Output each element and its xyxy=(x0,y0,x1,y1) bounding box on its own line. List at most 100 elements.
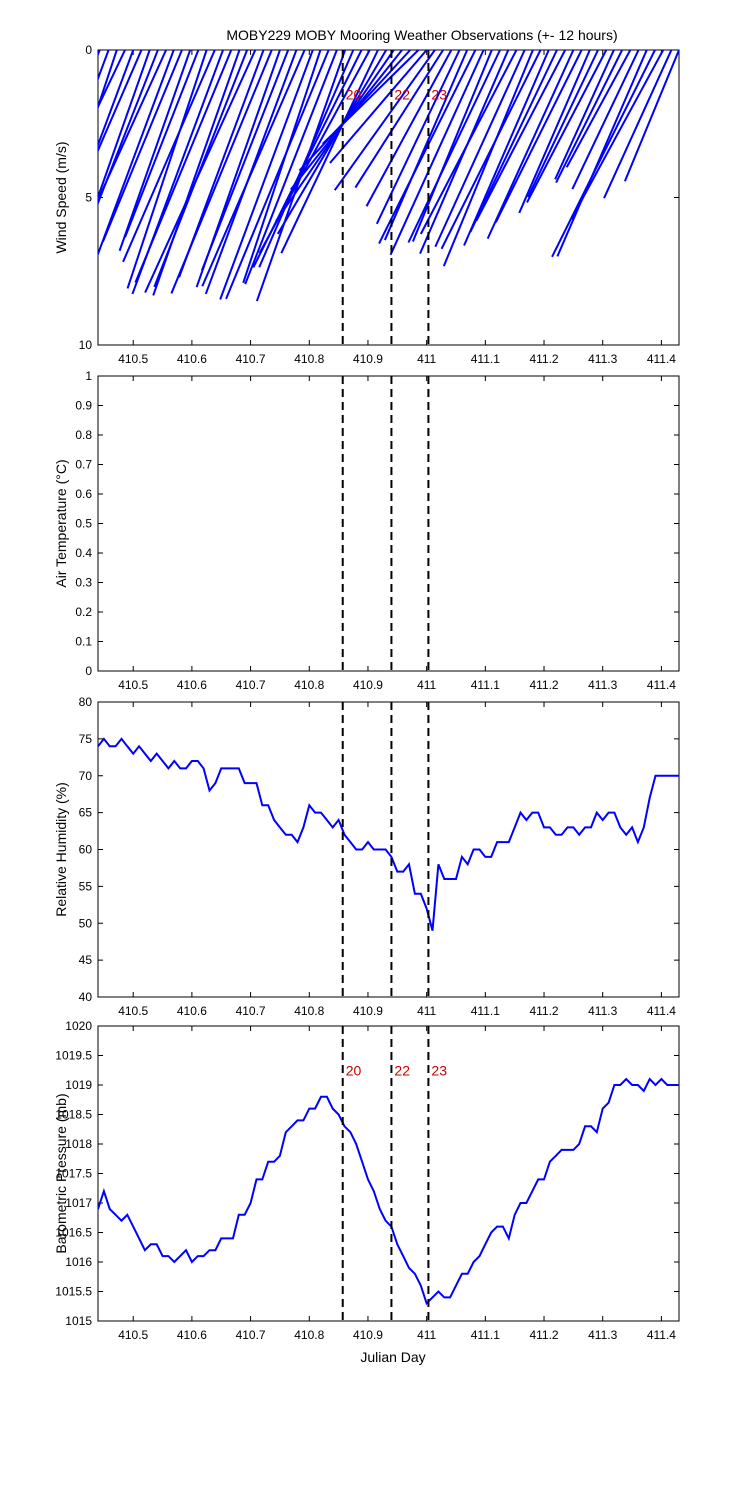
wind-vector xyxy=(225,50,330,300)
wind-vector xyxy=(463,50,550,246)
wind-speed-panel: 410.5 410.6 410.7 410.8 410.9 411 411.1 411.2 41… xyxy=(53,43,680,366)
wind-vector xyxy=(411,50,493,242)
wind-vector xyxy=(551,50,656,258)
wind-vector xyxy=(276,50,388,235)
y-tick-label: 70 xyxy=(79,769,93,783)
wind-vector xyxy=(556,50,648,257)
y-tick-label: 0.1 xyxy=(75,635,92,649)
wind-vector xyxy=(486,50,575,240)
wind-vector xyxy=(242,50,322,284)
y-tick-label: 1017.5 xyxy=(55,1167,92,1181)
wind-vector xyxy=(126,50,208,289)
panels: 410.5 410.6 410.7 410.8 410.9 411 411.1 411.2 41… xyxy=(53,43,680,1342)
relative-humidity-series xyxy=(98,737,679,931)
wind-vector xyxy=(475,50,567,222)
wind-vector xyxy=(124,50,200,238)
x-tick-label: 411.3 xyxy=(588,1004,617,1018)
wind-vector xyxy=(383,50,469,241)
marker-label: 23 xyxy=(431,86,447,102)
wind-vector xyxy=(258,50,355,268)
axes-frame xyxy=(97,1025,680,1322)
wind-vector xyxy=(333,50,436,191)
y-tick-label: 1019 xyxy=(65,1078,92,1092)
wind-vector xyxy=(570,50,665,220)
wind-vector xyxy=(144,50,257,293)
y-tick-label: 1 xyxy=(85,369,92,383)
relative-humidity-panel: 410.5 410.6 410.7 410.8 410.9 411 411.1 411.2 41… xyxy=(53,695,680,1018)
wind-vector xyxy=(244,50,338,285)
x-tick-label: 411 xyxy=(417,1004,436,1018)
x-tick-label: 411.2 xyxy=(529,1328,558,1342)
x-tick-label: 411 xyxy=(417,352,436,366)
wind-vector xyxy=(555,50,623,184)
wind-vector xyxy=(118,50,192,252)
marker-label: 20 xyxy=(346,86,362,102)
y-tick-label: 75 xyxy=(79,732,93,746)
wind-vector xyxy=(469,50,558,233)
y-tick-label: 0.4 xyxy=(75,546,92,560)
wind-vector xyxy=(98,50,159,206)
x-tick-label: 410.8 xyxy=(294,1004,324,1018)
wind-vector xyxy=(526,50,608,203)
y-tick-label: 10 xyxy=(79,338,93,352)
x-tick-label: 410.8 xyxy=(294,1328,324,1342)
series-line xyxy=(98,1077,679,1306)
wind-vector xyxy=(407,50,501,243)
wind-vector xyxy=(494,50,583,223)
y-tick-label: 5 xyxy=(85,191,92,205)
y-tick-label: 45 xyxy=(79,953,93,967)
x-axis-label: Julian Day xyxy=(360,1349,425,1365)
x-tick-label: 411.2 xyxy=(529,352,558,366)
x-tick-label: 411.4 xyxy=(647,352,676,366)
x-tick-label: 411 xyxy=(417,1328,436,1342)
x-tick-label: 411.1 xyxy=(471,1004,500,1018)
wind-vector xyxy=(98,50,167,203)
wind-vector xyxy=(329,50,428,164)
x-tick-label: 411.1 xyxy=(471,678,500,692)
axes-frame xyxy=(97,375,680,672)
x-tick-label: 411.3 xyxy=(588,678,617,692)
y-tick-label: 1019.5 xyxy=(55,1049,92,1063)
x-tick-label: 410.6 xyxy=(177,352,207,366)
wind-vector xyxy=(389,50,485,256)
x-tick-label: 410.9 xyxy=(353,352,383,366)
y-tick-label: 40 xyxy=(79,990,93,1004)
x-tick-label: 411.4 xyxy=(647,1328,676,1342)
x-tick-label: 410.6 xyxy=(177,1004,207,1018)
wind-vector xyxy=(98,50,143,153)
y-tick-label: 0.8 xyxy=(75,428,92,442)
y-tick-label: 0.7 xyxy=(75,458,92,472)
wind-vector xyxy=(280,50,379,254)
x-tick-label: 411.1 xyxy=(471,1328,500,1342)
x-tick-label: 410.5 xyxy=(118,678,148,692)
y-tick-label: 80 xyxy=(79,695,93,709)
wind-vector xyxy=(571,50,640,190)
wind-vector xyxy=(98,50,126,110)
wind-vector xyxy=(440,50,542,250)
y-tick-label: 0.6 xyxy=(75,487,92,501)
x-tick-label: 411.4 xyxy=(647,678,676,692)
wind-vector xyxy=(219,50,314,300)
marker-label: 22 xyxy=(394,1062,410,1078)
x-tick-label: 410.5 xyxy=(118,1004,148,1018)
y-tick-label: 1020 xyxy=(65,1019,92,1033)
marker-label: 20 xyxy=(346,1062,362,1078)
x-tick-label: 410.9 xyxy=(353,678,383,692)
x-tick-label: 410.9 xyxy=(353,1328,383,1342)
wind-vector xyxy=(554,50,615,180)
y-tick-label: 0 xyxy=(85,43,92,57)
wind-vector xyxy=(98,50,135,148)
wind-vector xyxy=(98,50,151,201)
wind-vector xyxy=(354,50,444,189)
wind-vector xyxy=(527,50,599,198)
wind-vector xyxy=(102,50,183,242)
x-tick-label: 410.8 xyxy=(294,352,324,366)
x-tick-label: 410.9 xyxy=(353,1004,383,1018)
barometric-pressure-series xyxy=(98,1077,679,1306)
wind-vector xyxy=(98,50,175,257)
wind-vector xyxy=(518,50,591,214)
x-tick-label: 411.3 xyxy=(588,352,617,366)
axes-frame xyxy=(97,701,680,998)
x-tick-label: 411 xyxy=(417,678,436,692)
y-tick-label: 1015.5 xyxy=(55,1285,92,1299)
